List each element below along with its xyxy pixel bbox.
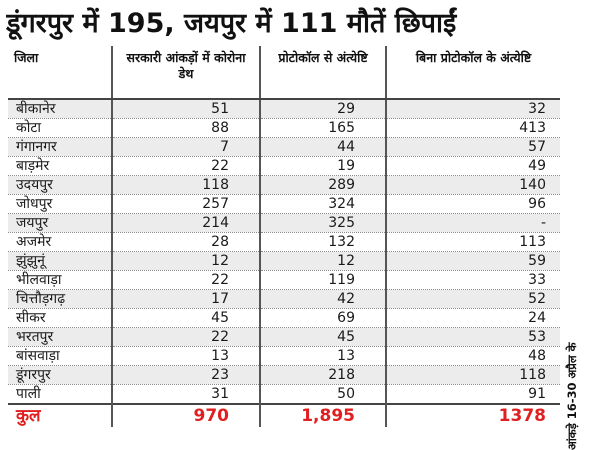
protocol-cremations-cell: 119 <box>260 270 387 290</box>
district-name-cell: झुंझुनूं <box>8 251 113 271</box>
non-protocol-cremations-cell: 53 <box>386 327 560 347</box>
protocol-cremations-cell: 44 <box>260 137 387 157</box>
total-row: कुल 970 1,895 1378 <box>8 403 560 427</box>
district-name-cell: डूंगरपुर <box>8 365 113 385</box>
official-deaths-cell: 23 <box>112 365 261 385</box>
non-protocol-cremations-cell: 96 <box>386 194 560 214</box>
official-deaths-cell: 28 <box>112 232 261 252</box>
data-table-container: जिला सरकारी आंकड़ों में कोरोना डेथ प्रोट… <box>8 46 560 446</box>
non-protocol-cremations-cell: 118 <box>386 365 560 385</box>
column-header-non-protocol-cremations: बिना प्रोटोकॉल के अंत्येष्टि <box>386 46 560 100</box>
district-deaths-table: जिला सरकारी आंकड़ों में कोरोना डेथ प्रोट… <box>8 46 560 427</box>
district-name-cell: सीकर <box>8 308 113 328</box>
table-body: बीकानेर 51 29 32 कोटा 88 165 413 गंगानगर 7 44 57 बाड… <box>8 99 560 405</box>
district-name-cell: बाड़मेर <box>8 156 113 176</box>
protocol-cremations-cell: 132 <box>260 232 387 252</box>
protocol-cremations-cell: 13 <box>260 346 387 366</box>
protocol-cremations-cell: 69 <box>260 308 387 328</box>
district-name-cell: कोटा <box>8 118 113 138</box>
headline: डूंगरपुर में 195, जयपुर में 111 मौतें छि… <box>6 8 457 39</box>
protocol-cremations-cell: 324 <box>260 194 387 214</box>
table-row: उदयपुर 118 289 140 <box>8 175 560 195</box>
official-deaths-cell: 88 <box>112 118 261 138</box>
total-non-protocol-cremations: 1378 <box>386 403 560 427</box>
protocol-cremations-cell: 50 <box>260 384 387 405</box>
protocol-cremations-cell: 165 <box>260 118 387 138</box>
table-row: अजमेर 28 132 113 <box>8 232 560 252</box>
non-protocol-cremations-cell: 52 <box>386 289 560 309</box>
total-official-deaths: 970 <box>112 403 261 427</box>
official-deaths-cell: 118 <box>112 175 261 195</box>
total-protocol-cremations: 1,895 <box>260 403 387 427</box>
district-name-cell: चित्तौड़गढ़ <box>8 289 113 309</box>
official-deaths-cell: 13 <box>112 346 261 366</box>
district-name-cell: जोधपुर <box>8 194 113 214</box>
non-protocol-cremations-cell: 413 <box>386 118 560 138</box>
official-deaths-cell: 31 <box>112 384 261 405</box>
protocol-cremations-cell: 218 <box>260 365 387 385</box>
district-name-cell: गंगानगर <box>8 137 113 157</box>
protocol-cremations-cell: 325 <box>260 213 387 233</box>
district-name-cell: भरतपुर <box>8 327 113 347</box>
source-note: आंकड़े 16-30 अप्रैल के <box>565 342 579 450</box>
non-protocol-cremations-cell: - <box>386 213 560 233</box>
official-deaths-cell: 12 <box>112 251 261 271</box>
non-protocol-cremations-cell: 32 <box>386 99 560 119</box>
official-deaths-cell: 7 <box>112 137 261 157</box>
official-deaths-cell: 22 <box>112 156 261 176</box>
non-protocol-cremations-cell: 33 <box>386 270 560 290</box>
table-row: जयपुर 214 325- <box>8 213 560 233</box>
protocol-cremations-cell: 289 <box>260 175 387 195</box>
district-name-cell: अजमेर <box>8 232 113 252</box>
non-protocol-cremations-cell: 49 <box>386 156 560 176</box>
official-deaths-cell: 17 <box>112 289 261 309</box>
column-header-official-deaths: सरकारी आंकड़ों में कोरोना डेथ <box>112 46 261 100</box>
official-deaths-cell: 214 <box>112 213 261 233</box>
official-deaths-cell: 45 <box>112 308 261 328</box>
table-row: गंगानगर 7 44 57 <box>8 137 560 157</box>
table-row: बाड़मेर 22 19 49 <box>8 156 560 176</box>
district-name-cell: बीकानेर <box>8 99 113 119</box>
district-name-cell: जयपुर <box>8 213 113 233</box>
non-protocol-cremations-cell: 57 <box>386 137 560 157</box>
non-protocol-cremations-cell: 91 <box>386 384 560 405</box>
column-header-district: जिला <box>8 46 113 100</box>
table-row: भरतपुर 22 45 53 <box>8 327 560 347</box>
official-deaths-cell: 22 <box>112 327 261 347</box>
official-deaths-cell: 51 <box>112 99 261 119</box>
table-row: जोधपुर 257 324 96 <box>8 194 560 214</box>
non-protocol-cremations-cell: 140 <box>386 175 560 195</box>
official-deaths-cell: 22 <box>112 270 261 290</box>
official-deaths-cell: 257 <box>112 194 261 214</box>
table-row: डूंगरपुर 23 218 118 <box>8 365 560 385</box>
protocol-cremations-cell: 19 <box>260 156 387 176</box>
district-name-cell: बांसवाड़ा <box>8 346 113 366</box>
protocol-cremations-cell: 12 <box>260 251 387 271</box>
table-row: बीकानेर 51 29 32 <box>8 99 560 119</box>
table-row: कोटा 88 165 413 <box>8 118 560 138</box>
table-row: सीकर 45 69 24 <box>8 308 560 328</box>
protocol-cremations-cell: 42 <box>260 289 387 309</box>
district-name-cell: पाली <box>8 384 113 405</box>
column-header-protocol-cremations: प्रोटोकॉल से अंत्येष्टि <box>260 46 387 100</box>
protocol-cremations-cell: 29 <box>260 99 387 119</box>
non-protocol-cremations-cell: 48 <box>386 346 560 366</box>
table-row: झुंझुनूं 12 12 59 <box>8 251 560 271</box>
district-name-cell: भीलवाड़ा <box>8 270 113 290</box>
non-protocol-cremations-cell: 113 <box>386 232 560 252</box>
non-protocol-cremations-cell: 59 <box>386 251 560 271</box>
table-row: भीलवाड़ा 22 119 33 <box>8 270 560 290</box>
table-row: पाली 31 50 91 <box>8 384 560 405</box>
header-row: जिला सरकारी आंकड़ों में कोरोना डेथ प्रोट… <box>8 46 560 100</box>
non-protocol-cremations-cell: 24 <box>386 308 560 328</box>
total-label: कुल <box>8 403 113 427</box>
table-row: चित्तौड़गढ़ 17 42 52 <box>8 289 560 309</box>
table-row: बांसवाड़ा 13 13 48 <box>8 346 560 366</box>
district-name-cell: उदयपुर <box>8 175 113 195</box>
protocol-cremations-cell: 45 <box>260 327 387 347</box>
